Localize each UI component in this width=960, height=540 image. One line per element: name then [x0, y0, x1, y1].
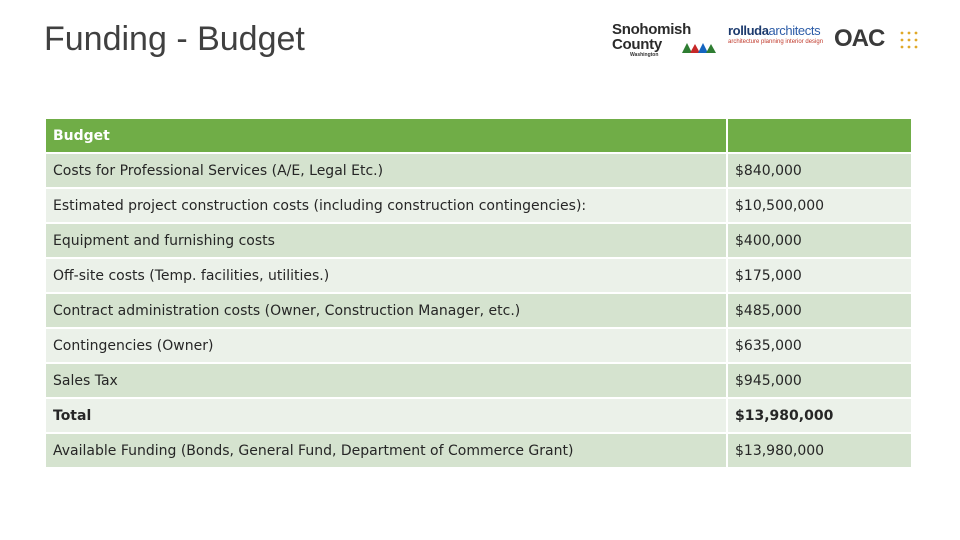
logo-bar: Snohomish County Washington rolludaarchi…: [612, 22, 922, 62]
page-title: Funding - Budget: [44, 20, 305, 58]
row-amount: $840,000: [728, 154, 911, 187]
total-label: Total: [46, 399, 726, 432]
row-label: Equipment and furnishing costs: [46, 224, 726, 257]
row-amount: $945,000: [728, 364, 911, 397]
total-amount: $13,980,000: [728, 399, 911, 432]
row-amount: $635,000: [728, 329, 911, 362]
row-label: Estimated project construction costs (in…: [46, 189, 726, 222]
header-label-cell: Budget: [46, 119, 726, 152]
table-row: Contract administration costs (Owner, Co…: [46, 294, 911, 327]
dot-grid-icon: [900, 31, 920, 55]
county-name-line2: County: [612, 36, 662, 53]
row-amount: $175,000: [728, 259, 911, 292]
county-name-line1: Snohomish: [612, 21, 691, 38]
oac-logo: OAC: [834, 26, 922, 56]
county-state-label: Washington: [630, 52, 659, 58]
row-label: Off-site costs (Temp. facilities, utilit…: [46, 259, 726, 292]
trees-icon: [682, 38, 716, 57]
rolluda-architects-logo: rolludaarchitects architecture planning …: [728, 23, 828, 45]
row-amount: $13,980,000: [728, 434, 911, 467]
architect-name-part2: architects: [768, 23, 821, 38]
snohomish-county-logo: Snohomish County Washington: [612, 22, 724, 62]
table-row: Estimated project construction costs (in…: [46, 189, 911, 222]
table-row: Available Funding (Bonds, General Fund, …: [46, 434, 911, 467]
total-row: Total $13,980,000: [46, 399, 911, 432]
architect-name-part1: rolluda: [728, 23, 769, 38]
row-label: Contingencies (Owner): [46, 329, 726, 362]
budget-table: Budget Costs for Professional Services (…: [44, 117, 913, 469]
architect-tagline: architecture planning interior design: [728, 39, 824, 45]
row-amount: $10,500,000: [728, 189, 911, 222]
row-label: Sales Tax: [46, 364, 726, 397]
row-label: Available Funding (Bonds, General Fund, …: [46, 434, 726, 467]
table-row: Off-site costs (Temp. facilities, utilit…: [46, 259, 911, 292]
table-row: Contingencies (Owner) $635,000: [46, 329, 911, 362]
row-amount: $485,000: [728, 294, 911, 327]
row-label: Contract administration costs (Owner, Co…: [46, 294, 726, 327]
table-row: Sales Tax $945,000: [46, 364, 911, 397]
table-header-row: Budget: [46, 119, 911, 152]
table-row: Costs for Professional Services (A/E, Le…: [46, 154, 911, 187]
row-amount: $400,000: [728, 224, 911, 257]
oac-wordmark: OAC: [834, 25, 885, 52]
header-amount-cell: [728, 119, 911, 152]
row-label: Costs for Professional Services (A/E, Le…: [46, 154, 726, 187]
table-row: Equipment and furnishing costs $400,000: [46, 224, 911, 257]
